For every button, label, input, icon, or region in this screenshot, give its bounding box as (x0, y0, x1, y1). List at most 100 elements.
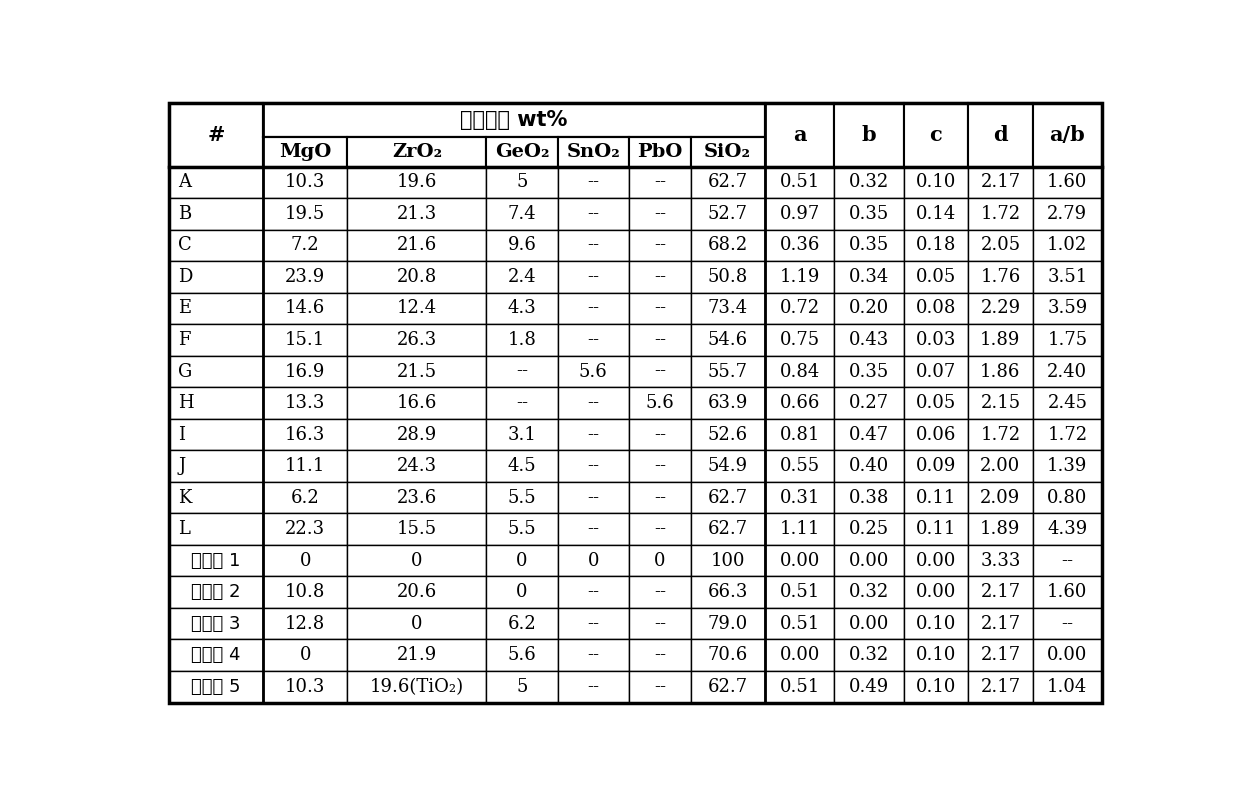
Text: I: I (179, 425, 185, 444)
Bar (691, 450, 765, 482)
Text: --: -- (588, 614, 599, 633)
Bar (765, 167, 835, 198)
Bar (968, 545, 1033, 576)
Bar (486, 608, 558, 639)
Text: 1.72: 1.72 (981, 425, 1021, 444)
Bar (629, 356, 691, 387)
Text: --: -- (588, 236, 599, 255)
Text: 9.6: 9.6 (507, 236, 537, 255)
Text: --: -- (653, 646, 666, 664)
Text: 52.6: 52.6 (708, 425, 748, 444)
Bar (904, 261, 968, 293)
Bar (558, 545, 629, 576)
Text: a/b: a/b (1049, 125, 1085, 145)
Text: a: a (792, 125, 806, 145)
Bar (835, 167, 904, 198)
Bar (968, 671, 1033, 702)
Text: 0.35: 0.35 (849, 362, 889, 381)
Text: 63.9: 63.9 (708, 394, 748, 412)
Text: --: -- (588, 457, 599, 475)
Bar (691, 198, 765, 230)
Text: --: -- (588, 583, 599, 601)
Text: c: c (930, 125, 942, 145)
Text: --: -- (653, 583, 666, 601)
Bar (263, 198, 347, 230)
Text: J: J (179, 457, 186, 475)
Text: 0.10: 0.10 (916, 614, 956, 633)
Text: 0.32: 0.32 (849, 583, 889, 601)
Bar (765, 545, 835, 576)
Bar (765, 639, 835, 671)
Bar (691, 576, 765, 608)
Bar (347, 450, 486, 482)
Bar (691, 167, 765, 198)
Text: 0: 0 (300, 551, 311, 570)
Text: 5: 5 (516, 173, 528, 192)
Text: 对比例 5: 对比例 5 (191, 678, 241, 696)
Bar (263, 450, 347, 482)
Text: 22.3: 22.3 (285, 520, 325, 538)
Text: 12.4: 12.4 (397, 299, 436, 318)
Text: --: -- (1061, 614, 1074, 633)
Bar (629, 137, 691, 167)
Text: H: H (179, 394, 193, 412)
Bar (347, 324, 486, 356)
Bar (835, 104, 904, 167)
Bar (558, 608, 629, 639)
Text: --: -- (588, 299, 599, 318)
Text: b: b (862, 125, 877, 145)
Text: 52.7: 52.7 (708, 205, 748, 223)
Bar (558, 167, 629, 198)
Text: 1.89: 1.89 (981, 520, 1021, 538)
Bar (629, 513, 691, 545)
Bar (904, 482, 968, 513)
Bar (347, 671, 486, 702)
Text: 对比例 4: 对比例 4 (191, 646, 241, 664)
Text: 0.11: 0.11 (916, 488, 956, 507)
Bar (486, 293, 558, 324)
Text: 0.00: 0.00 (780, 551, 820, 570)
Bar (558, 513, 629, 545)
Text: 14.6: 14.6 (285, 299, 325, 318)
Text: 0.00: 0.00 (849, 614, 889, 633)
Text: #: # (207, 125, 224, 145)
Text: --: -- (653, 520, 666, 538)
Text: 2.09: 2.09 (981, 488, 1021, 507)
Text: 0.51: 0.51 (780, 583, 820, 601)
Text: A: A (179, 173, 191, 192)
Text: --: -- (653, 614, 666, 633)
Bar (1033, 545, 1102, 576)
Text: --: -- (653, 331, 666, 349)
Text: 23.9: 23.9 (285, 268, 325, 286)
Text: 0.35: 0.35 (849, 236, 889, 255)
Text: 2.79: 2.79 (1048, 205, 1087, 223)
Text: 0: 0 (300, 646, 311, 664)
Bar (691, 419, 765, 450)
Text: 0.40: 0.40 (849, 457, 889, 475)
Bar (263, 513, 347, 545)
Text: 1.02: 1.02 (1048, 236, 1087, 255)
Text: 20.6: 20.6 (397, 583, 436, 601)
Text: F: F (179, 331, 191, 349)
Bar (691, 513, 765, 545)
Text: 5.6: 5.6 (645, 394, 675, 412)
Text: 2.40: 2.40 (1048, 362, 1087, 381)
Bar (1033, 513, 1102, 545)
Text: 0.05: 0.05 (916, 268, 956, 286)
Bar (486, 639, 558, 671)
Bar (835, 419, 904, 450)
Text: 对比例 3: 对比例 3 (191, 614, 241, 633)
Bar (765, 608, 835, 639)
Text: 55.7: 55.7 (708, 362, 748, 381)
Text: 21.3: 21.3 (397, 205, 436, 223)
Text: 0.05: 0.05 (916, 394, 956, 412)
Bar (629, 387, 691, 419)
Bar (904, 167, 968, 198)
Text: --: -- (588, 425, 599, 444)
Bar (765, 356, 835, 387)
Text: 26.3: 26.3 (397, 331, 436, 349)
Bar (629, 671, 691, 702)
Text: 对比例 2: 对比例 2 (191, 583, 241, 601)
Bar (904, 545, 968, 576)
Bar (629, 324, 691, 356)
